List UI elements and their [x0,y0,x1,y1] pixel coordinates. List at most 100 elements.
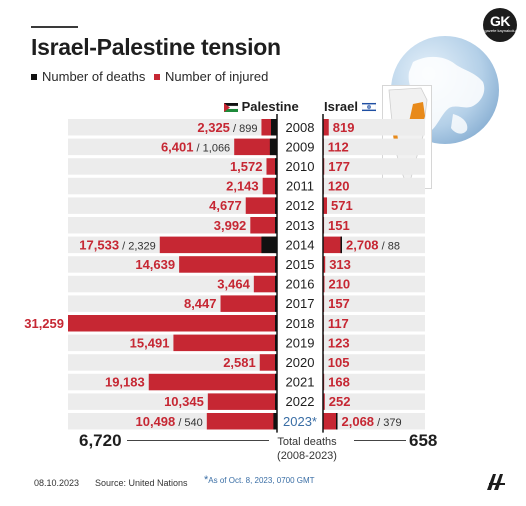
palestine-value-label: 10,345 [164,394,204,409]
israel-value-label: 123 [328,335,350,350]
year-cell [277,235,323,255]
palestine-value-label: 2,143 [226,179,259,194]
legend-injured-label: Number of injured [164,69,269,84]
palestine-injured-bar [179,256,277,273]
year-cell [277,293,323,314]
row-background [68,275,425,293]
year-label: 2009 [286,139,315,154]
israel-value-label: 120 [328,179,350,194]
israel-value-label: 112 [328,139,349,154]
palestine-value-label: 10,498 / 540 [136,414,203,429]
year-label: 2023* [283,414,317,429]
palestine-value-label: 1,572 [230,159,263,174]
title-accent-line [31,26,78,28]
israel-deaths-bar [336,413,338,430]
year-label: 2008 [286,120,315,135]
legend-deaths-swatch [31,74,37,80]
year-cell [277,137,323,157]
row-background [68,354,425,371]
israel-value-label: 210 [328,277,350,292]
year-label: 2013 [286,218,315,233]
palestine-axis-tick [275,256,277,273]
palestine-injured-bar [148,373,277,391]
year-label: 2016 [286,277,315,292]
total-deaths-israel: 658 [409,431,438,450]
palestine-deaths-bar [261,236,277,254]
israel-injured-bar [323,413,338,430]
year-cell [277,274,323,294]
palestine-header: Palestine [224,99,299,114]
year-label: 2018 [286,316,315,331]
year-cell [277,117,323,137]
year-cell [277,254,323,275]
palestine-axis-tick [275,275,277,293]
palestine-value-label: 4,677 [209,198,242,213]
year-cell [277,313,323,333]
year-cell [277,411,323,431]
gk-logo: GK gazete kaynakolu [483,8,517,42]
palestine-value-label: 3,992 [214,218,247,233]
palestine-value-label: 17,533 / 2,329 [79,237,155,252]
israel-value-label: 2,708 / 88 [346,237,400,252]
year-cell [277,391,323,412]
palestine-flag-icon [224,103,238,112]
israel-value-label: 157 [328,296,350,311]
legend: Number of deaths Number of injured [31,69,273,84]
aa-logo-icon [487,474,505,490]
palestine-axis-tick [275,373,277,391]
footer-date: 08.10.2023 [34,478,80,488]
israel-flag-icon [361,102,376,112]
year-label: 2019 [286,335,315,350]
israel-value-label: 2,068 / 379 [342,414,402,429]
palestine-axis-tick [275,334,277,352]
palestine-axis-tick [275,138,277,156]
year-label: 2020 [286,355,315,370]
row-background [68,217,425,234]
palestine-axis-tick [275,413,277,430]
legend-deaths-label: Number of deaths [42,69,146,84]
palestine-value-label: 2,581 [223,355,256,370]
israel-value-label: 177 [328,159,350,174]
total-deaths-label: Total deaths (2008-2023) [277,436,337,462]
palestine-injured-bar [253,275,277,293]
palestine-injured-bar [245,197,277,214]
palestine-value-label: 19,183 [105,375,145,390]
row-background [68,177,425,195]
palestine-value-label: 14,639 [135,257,175,272]
palestine-value-label: 15,491 [130,335,170,350]
palestine-value-label: 2,325 / 899 [197,120,257,135]
israel-header: Israel [324,99,376,114]
palestine-injured-bar [220,295,277,312]
palestine-axis-tick [275,119,277,136]
total-deaths-palestine: 6,720 [79,431,122,450]
palestine-injured-bar [207,393,277,410]
year-label: 2011 [286,179,314,194]
palestine-header-label: Palestine [241,99,299,114]
israel-injured-bar [323,256,326,273]
year-cell [277,176,323,196]
palestine-value-label: 8,447 [184,296,217,311]
palestine-axis-tick [275,295,277,312]
palestine-deaths-bar [269,138,277,156]
palestine-injured-bar [206,413,277,430]
palestine-axis-tick [275,315,277,332]
israel-value-label: 168 [328,375,350,390]
year-cell [277,195,323,216]
israel-value-label: 105 [328,355,350,370]
year-cell [277,215,323,235]
row-background [68,119,425,136]
palestine-value-label: 3,464 [217,277,250,292]
palestine-axis-tick [275,354,277,371]
israel-injured-bar [323,236,342,254]
palestine-deaths-bar [270,119,277,136]
year-cell [277,372,323,392]
total-israel-line [354,440,406,441]
israel-value-label: 252 [329,394,351,409]
year-label: 2015 [286,257,315,272]
footer-source: Source: United Nations [95,478,188,488]
israel-value-label: 313 [329,257,351,272]
palestine-injured-bar [159,236,277,254]
footnote: *As of Oct. 8, 2023, 0700 GMT [204,474,315,486]
palestine-axis-tick [275,393,277,410]
